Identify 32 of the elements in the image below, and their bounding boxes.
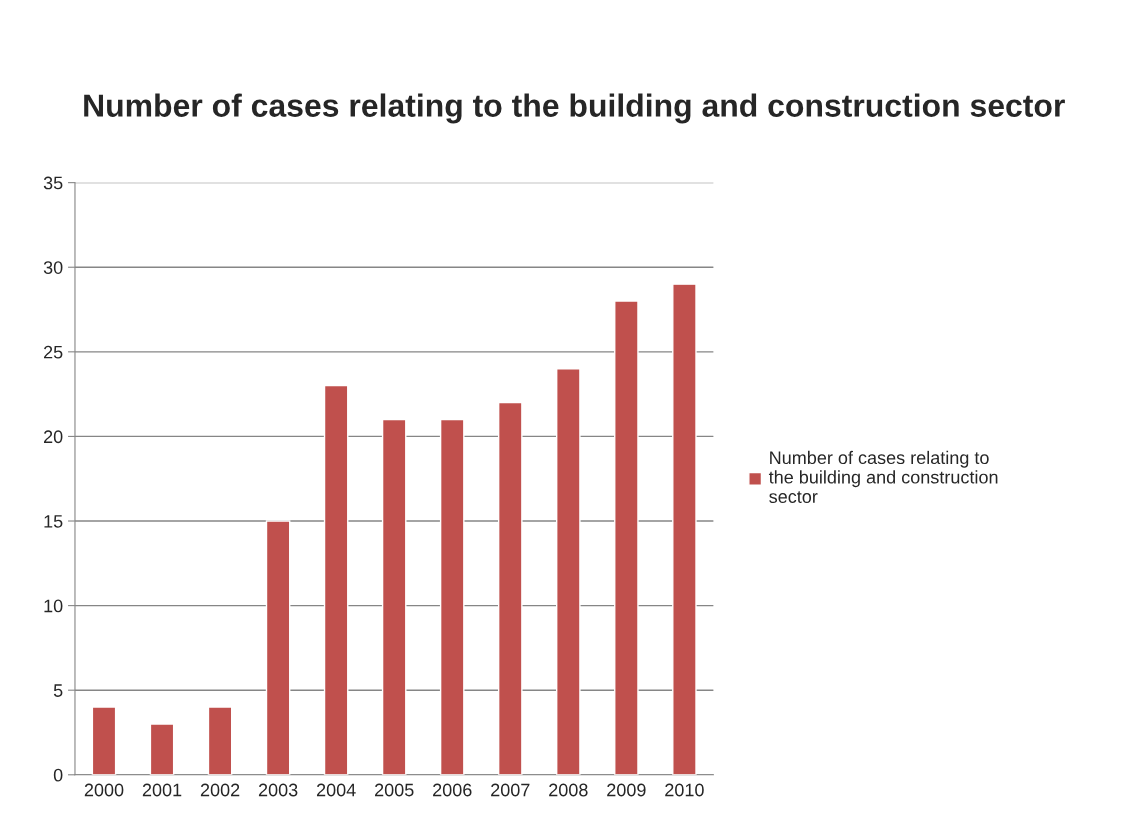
y-tick-label: 20	[44, 430, 63, 444]
x-tick-label: 2000	[84, 783, 124, 797]
bar	[149, 723, 175, 775]
bar	[672, 283, 697, 775]
bar	[614, 300, 639, 775]
y-tick-label: 0	[53, 768, 63, 782]
bar	[91, 706, 117, 775]
bar	[381, 418, 407, 775]
x-tick-label: 2007	[491, 783, 530, 797]
y-tick-label: 30	[43, 261, 63, 274]
x-tick-label: 2010	[665, 783, 704, 797]
y-tick-label: 25	[44, 345, 63, 359]
bar	[265, 520, 291, 775]
bar	[323, 384, 349, 775]
y-tick-label: 35	[43, 176, 63, 190]
x-tick-label: 2005	[375, 783, 414, 797]
bar	[556, 368, 581, 775]
y-tick-label: 10	[44, 599, 63, 613]
legend-label: Number of cases relating to the building and construction sector	[768, 450, 998, 504]
bar	[439, 418, 465, 775]
bar	[497, 401, 523, 775]
x-tick-label: 2001	[142, 783, 182, 797]
x-tick-label: 2008	[549, 783, 588, 797]
x-tick-label: 2003	[258, 783, 298, 797]
x-tick-label: 2006	[433, 783, 472, 797]
chart-title: Number of cases relating to the building and construction sector	[84, 93, 1065, 124]
y-tick-label: 5	[53, 684, 63, 697]
x-tick-label: 2004	[316, 783, 356, 797]
x-tick-label: 2002	[200, 783, 240, 797]
bar	[207, 706, 233, 775]
y-tick-label: 15	[44, 515, 63, 528]
x-tick-label: 2009	[607, 783, 646, 797]
